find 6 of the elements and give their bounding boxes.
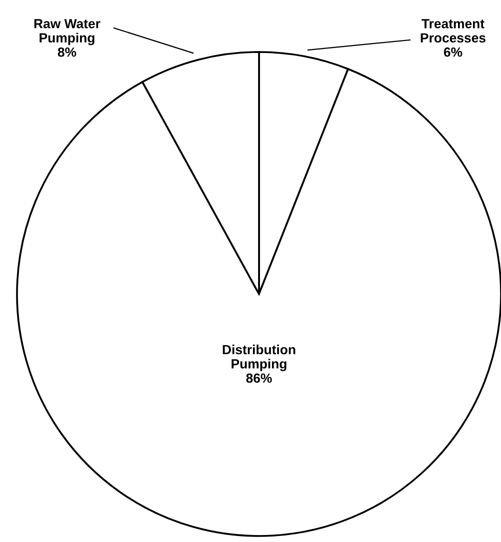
data-label: 8% — [58, 47, 76, 57]
slice-label: Raw Water Pumping — [34, 19, 100, 46]
slice-label: Distribution Pumping — [222, 344, 296, 372]
data-label: 86% — [246, 373, 272, 383]
slice-label: Treatment Processes — [420, 19, 486, 43]
data-label: 6% — [444, 47, 462, 57]
